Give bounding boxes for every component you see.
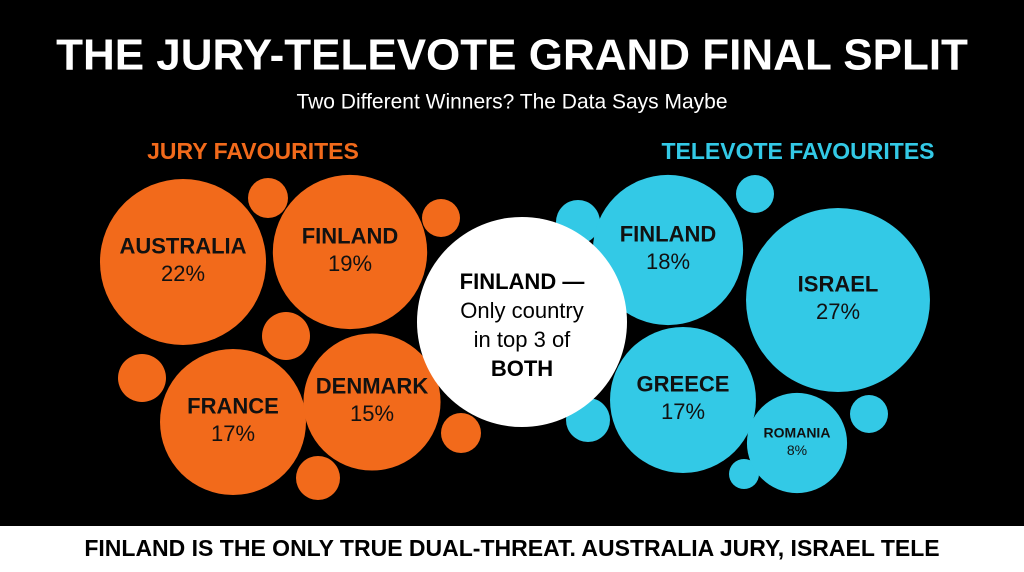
bubble-label: GREECE <box>637 372 730 397</box>
center-circle <box>417 217 627 427</box>
bubbles: AUSTRALIA22%FINLAND19%FRANCE17%DENMARK15… <box>99 174 930 495</box>
title: THE JURY-TELEVOTE GRAND FINAL SPLIT <box>56 31 968 80</box>
bubble-label: DENMARK <box>316 374 429 399</box>
bubble-value: 22% <box>161 261 205 286</box>
group-title: JURY FAVOURITES <box>147 138 359 164</box>
bubble-value: 27% <box>816 299 860 324</box>
bubble-label: AUSTRALIA <box>119 234 246 259</box>
bubble-label: FRANCE <box>187 394 279 419</box>
center-note-line: Only country <box>460 298 584 323</box>
decor-jury <box>118 178 481 500</box>
bubble-value: 17% <box>661 399 705 424</box>
center-note: FINLAND — Only country in top 3 of BOTH <box>460 269 585 381</box>
bubble <box>160 349 306 495</box>
decor-dot <box>118 354 166 402</box>
decor-dot <box>262 312 310 360</box>
decor-dot <box>296 456 340 500</box>
bubble <box>746 392 848 494</box>
bubble-label: ISRAEL <box>798 272 879 297</box>
footer: FINLAND IS THE ONLY TRUE DUAL-THREAT. AU… <box>84 535 939 561</box>
bubble <box>610 327 756 473</box>
decor-dot <box>441 413 481 453</box>
bubble-value: 18% <box>646 249 690 274</box>
group-title: TELEVOTE FAVOURITES <box>661 138 934 164</box>
decor-dot <box>729 459 759 489</box>
bubble-value: 19% <box>328 251 372 276</box>
bubble <box>746 208 930 392</box>
bubble <box>99 178 267 346</box>
decor-dot <box>736 175 774 213</box>
bubble <box>303 333 441 471</box>
bubble-label: FINLAND <box>620 222 717 247</box>
bubble <box>592 174 744 326</box>
center-note-line: BOTH <box>491 356 553 381</box>
subtitle: Two Different Winners? The Data Says May… <box>296 91 727 114</box>
bubble <box>272 174 428 330</box>
bubble-label: ROMANIA <box>764 425 831 441</box>
footer-band <box>0 526 1024 572</box>
decor-dot <box>248 178 288 218</box>
center-note-line: in top 3 of <box>474 327 572 352</box>
decor-televote <box>556 175 888 489</box>
bubble-label: FINLAND <box>302 224 399 249</box>
decor-dot <box>850 395 888 433</box>
bubble-value: 15% <box>350 401 394 426</box>
bubble-value: 17% <box>211 421 255 446</box>
decor-dot <box>422 199 460 237</box>
center-note-line: FINLAND — <box>460 269 585 294</box>
bubble-value: 8% <box>787 442 807 458</box>
